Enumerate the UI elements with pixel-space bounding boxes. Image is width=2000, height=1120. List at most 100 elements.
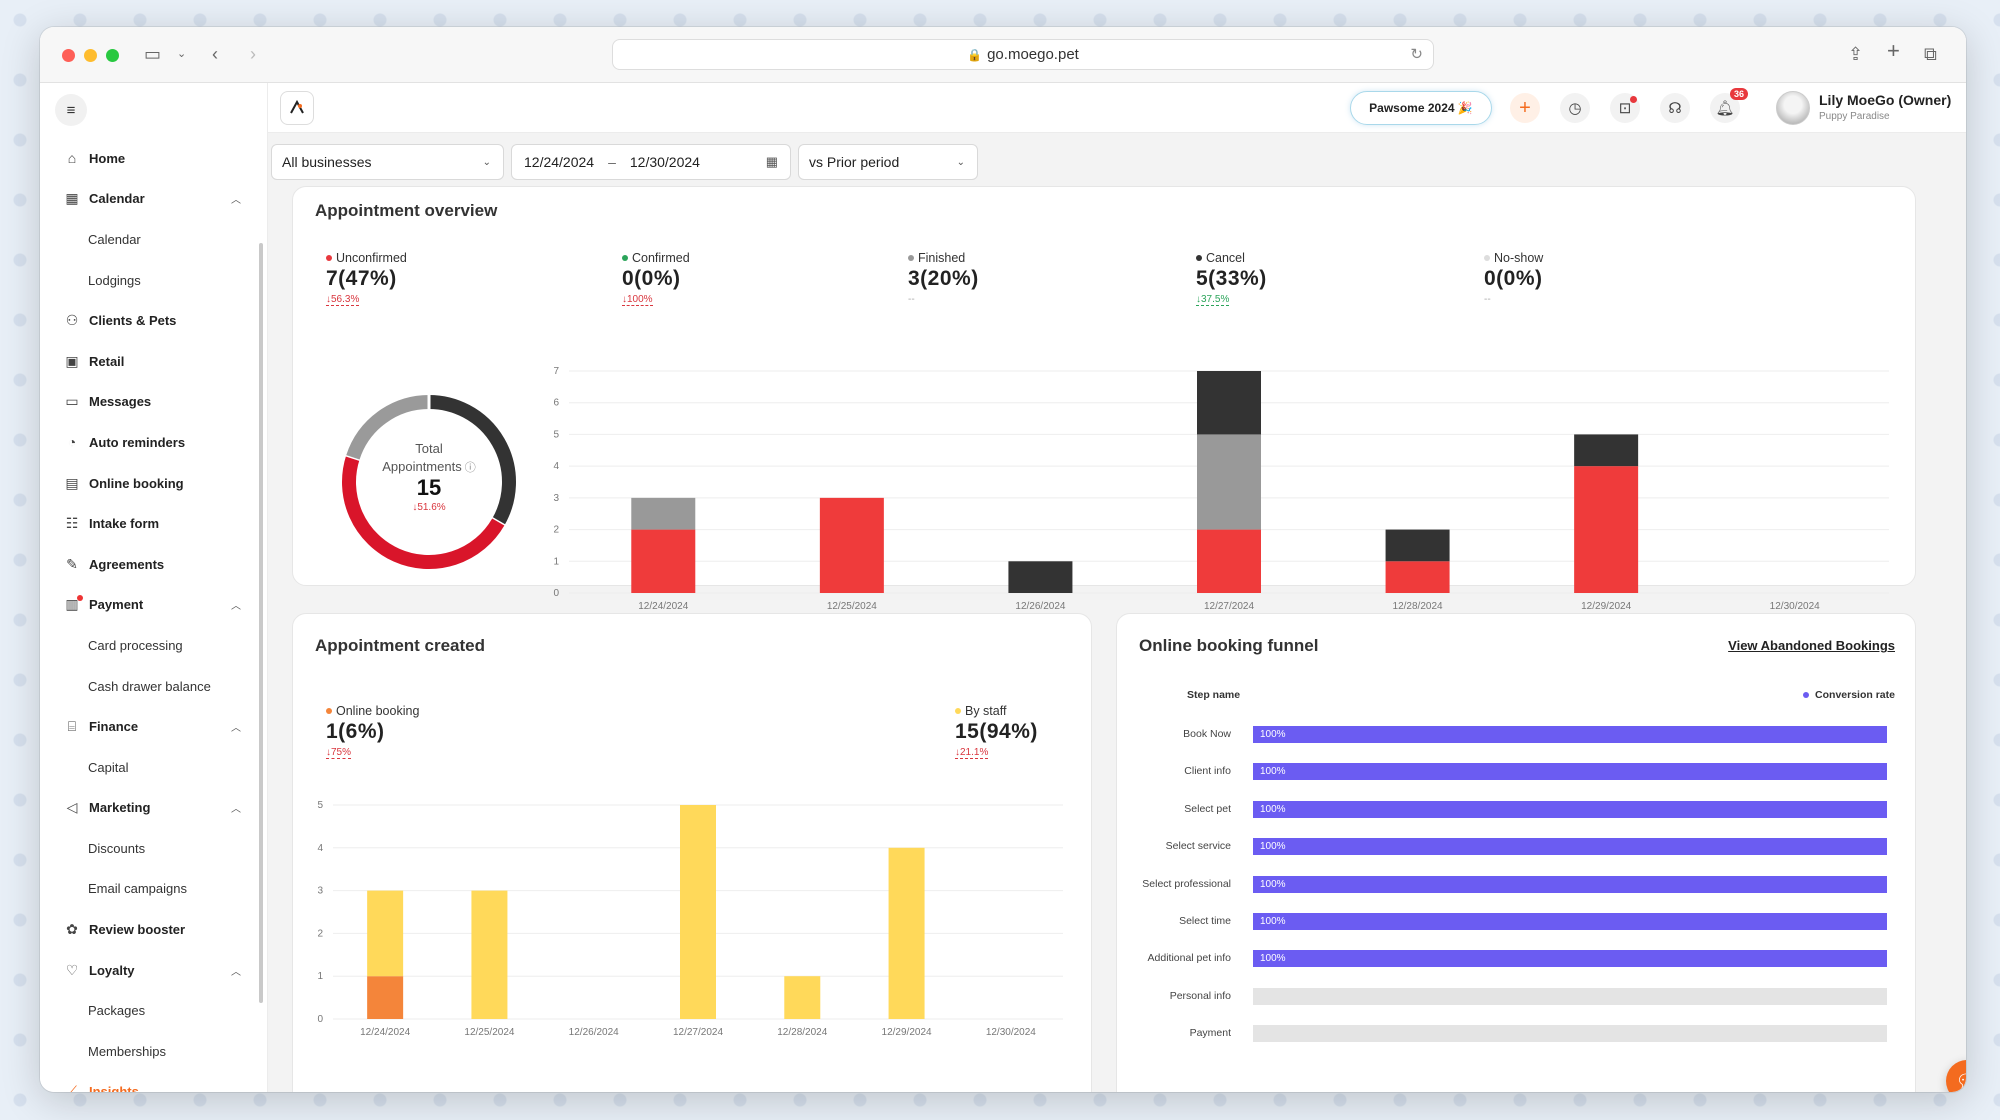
y-tick-label: 1: [317, 971, 323, 982]
sidebar-item-calendar-sub[interactable]: Calendar: [40, 219, 268, 260]
sidebar-item-loyalty[interactable]: ♡ Loyalty ︿: [40, 950, 268, 991]
y-tick-label: 0: [553, 588, 559, 599]
donut-slice-finished[interactable]: [346, 395, 430, 460]
created-bar-by-staff[interactable]: [784, 976, 821, 1019]
sidebar-item-insights[interactable]: ⟋ Insights ︿: [40, 1072, 268, 1092]
support-headset-icon[interactable]: ☊: [1660, 93, 1690, 123]
x-tick-label: 12/30/2024: [986, 1027, 1036, 1038]
created-bar-by-staff[interactable]: [367, 890, 404, 977]
view-abandoned-bookings-link[interactable]: View Abandoned Bookings: [1728, 638, 1895, 653]
created-bar-by-staff[interactable]: [471, 890, 508, 1019]
sidebar-item-discounts-sub[interactable]: Discounts: [40, 828, 268, 869]
overview-bar-cancel[interactable]: [1197, 371, 1261, 435]
bell-icon[interactable]: 🔔︎ 36: [1710, 88, 1748, 123]
sidebar-item-packages-sub[interactable]: Packages: [40, 990, 268, 1031]
sidebar-item-clients-pets[interactable]: ⚇ Clients & Pets: [40, 300, 268, 341]
stat-delta: ↓21.1%: [955, 747, 989, 759]
created-bar-by-staff[interactable]: [680, 805, 716, 1019]
date-range-picker[interactable]: 12/24/2024 – 12/30/2024 ▦: [511, 144, 791, 180]
sidebar-item-agreements[interactable]: ✎ Agreements: [40, 544, 268, 585]
maximize-window-button[interactable]: [106, 49, 119, 62]
legend-dot: [955, 708, 961, 714]
inbox-icon[interactable]: ⊡: [1610, 93, 1640, 123]
funnel-bar[interactable]: 100%: [1253, 726, 1887, 743]
menu-icon[interactable]: ≡: [55, 94, 87, 126]
comparison-select[interactable]: vs Prior period ⌄: [798, 144, 978, 180]
sidebar-item-calendar[interactable]: ▦ Calendar ︿: [40, 179, 268, 220]
sidebar-item-cash-drawer-balance-sub[interactable]: Cash drawer balance: [40, 666, 268, 707]
overview-bar-unconfirmed[interactable]: [1197, 529, 1261, 593]
forward-icon[interactable]: ›: [250, 44, 256, 64]
new-tab-icon[interactable]: +: [1887, 38, 1900, 63]
funnel-bar[interactable]: 100%: [1253, 950, 1887, 968]
sidebar-item-review-booster[interactable]: ✿ Review booster: [40, 909, 268, 950]
sidebar-item-intake-form[interactable]: ☷ Intake form: [40, 503, 268, 544]
back-icon[interactable]: ‹: [212, 44, 218, 64]
sidebar-item-marketing[interactable]: ◁ Marketing ︿: [40, 788, 268, 829]
sidebar-item-capital-sub[interactable]: Capital: [40, 747, 268, 788]
promo-button[interactable]: Pawsome 2024 🎉: [1350, 91, 1492, 125]
sidebar-item-email-campaigns-sub[interactable]: Email campaigns: [40, 869, 268, 910]
info-icon[interactable]: ⓘ: [461, 462, 476, 474]
created-bar-online-booking[interactable]: [367, 976, 404, 1019]
y-tick-label: 5: [317, 800, 323, 811]
sidebar-item-auto-reminders[interactable]: ◔ Auto reminders: [40, 422, 268, 463]
sidebar-item-online-booking[interactable]: ▤ Online booking: [40, 463, 268, 504]
user-name[interactable]: Lily MoeGo (Owner): [1819, 92, 1952, 108]
address-bar[interactable]: 🔒 go.moego.pet ↻: [612, 39, 1434, 70]
created-bar-chart: 0 1 2 3 4 5 12/24/2024 12/25/2024 12/26/2024 12/2…: [317, 800, 1063, 1038]
overview-bar-unconfirmed[interactable]: [1385, 561, 1450, 593]
chat-button[interactable]: 💬︎ 3: [1946, 1060, 1966, 1092]
business-select[interactable]: All businesses ⌄: [271, 144, 504, 180]
funnel-bar[interactable]: 100%: [1253, 800, 1887, 818]
sidebar-item-finance[interactable]: ⌸ Finance ︿: [40, 706, 268, 747]
date-start[interactable]: 12/24/2024: [524, 154, 595, 170]
funnel-bar[interactable]: 100%: [1253, 763, 1887, 781]
add-button[interactable]: +: [1510, 93, 1540, 123]
date-end[interactable]: 12/30/2024: [629, 154, 700, 170]
sidebar-item-retail[interactable]: ▣ Retail: [40, 341, 268, 382]
funnel-bar[interactable]: 100%: [1253, 913, 1887, 930]
minimize-window-button[interactable]: [84, 49, 97, 62]
main-content: All businesses ⌄ 12/24/2024 – 12/30/2024…: [268, 133, 1966, 1092]
overview-bar-cancel[interactable]: [1008, 561, 1073, 593]
x-tick-label: 12/29/2024: [882, 1027, 932, 1038]
sidebar-toggle-icon[interactable]: ▭: [144, 44, 162, 64]
reload-icon[interactable]: ↻: [1410, 46, 1423, 63]
x-tick-label: 12/29/2024: [1581, 601, 1631, 612]
overview-bar-cancel[interactable]: [1385, 529, 1450, 562]
sidebar-item-card-processing-sub[interactable]: Card processing: [40, 625, 268, 666]
sidebar-item-home[interactable]: ⌂ Home: [40, 138, 268, 179]
y-tick-label: 5: [553, 429, 559, 440]
calendar-icon[interactable]: ▦: [765, 154, 778, 169]
sidebar-item-memberships-sub[interactable]: Memberships: [40, 1031, 268, 1072]
clock-icon[interactable]: ◷: [1560, 93, 1590, 123]
notification-count-badge: 36: [1729, 88, 1748, 100]
share-icon[interactable]: ⇪: [1848, 44, 1864, 64]
close-window-button[interactable]: [62, 49, 75, 62]
created-bar-by-staff[interactable]: [888, 847, 925, 1019]
overview-bar-finished[interactable]: [631, 497, 696, 530]
alarm-icon: ◔: [67, 434, 77, 451]
moego-logo[interactable]: [280, 91, 314, 125]
avatar[interactable]: [1776, 91, 1810, 125]
stat-delta: ↓75%: [326, 747, 352, 759]
overview-bar-cancel[interactable]: [1574, 434, 1639, 467]
donut-slice-cancel[interactable]: [428, 395, 516, 526]
overview-bar-finished[interactable]: [1197, 434, 1261, 530]
donut-slice-unconfirmed[interactable]: [342, 455, 505, 569]
tabs-overview-icon[interactable]: ⧉: [1924, 44, 1937, 64]
sidebar-item-payment[interactable]: ▥ Payment ︿: [40, 585, 268, 626]
chevron-down-icon[interactable]: ⌄: [177, 48, 187, 60]
overview-bar-unconfirmed[interactable]: [1574, 466, 1639, 593]
overview-bar-unconfirmed[interactable]: [819, 497, 884, 593]
sidebar-item-lodgings-sub[interactable]: Lodgings: [40, 260, 268, 301]
sidebar-scrollbar[interactable]: [259, 243, 263, 1003]
funnel-bar[interactable]: 100%: [1253, 875, 1887, 893]
overview-bar-unconfirmed[interactable]: [631, 529, 696, 593]
sidebar-item-label: Marketing: [89, 800, 151, 816]
funnel-bar[interactable]: 100%: [1253, 838, 1887, 856]
sidebar-item-messages[interactable]: ▭ Messages: [40, 382, 268, 423]
stat-label-by-staff: By staff: [955, 704, 1006, 718]
stat-label-confirmed: Confirmed: [622, 251, 690, 265]
